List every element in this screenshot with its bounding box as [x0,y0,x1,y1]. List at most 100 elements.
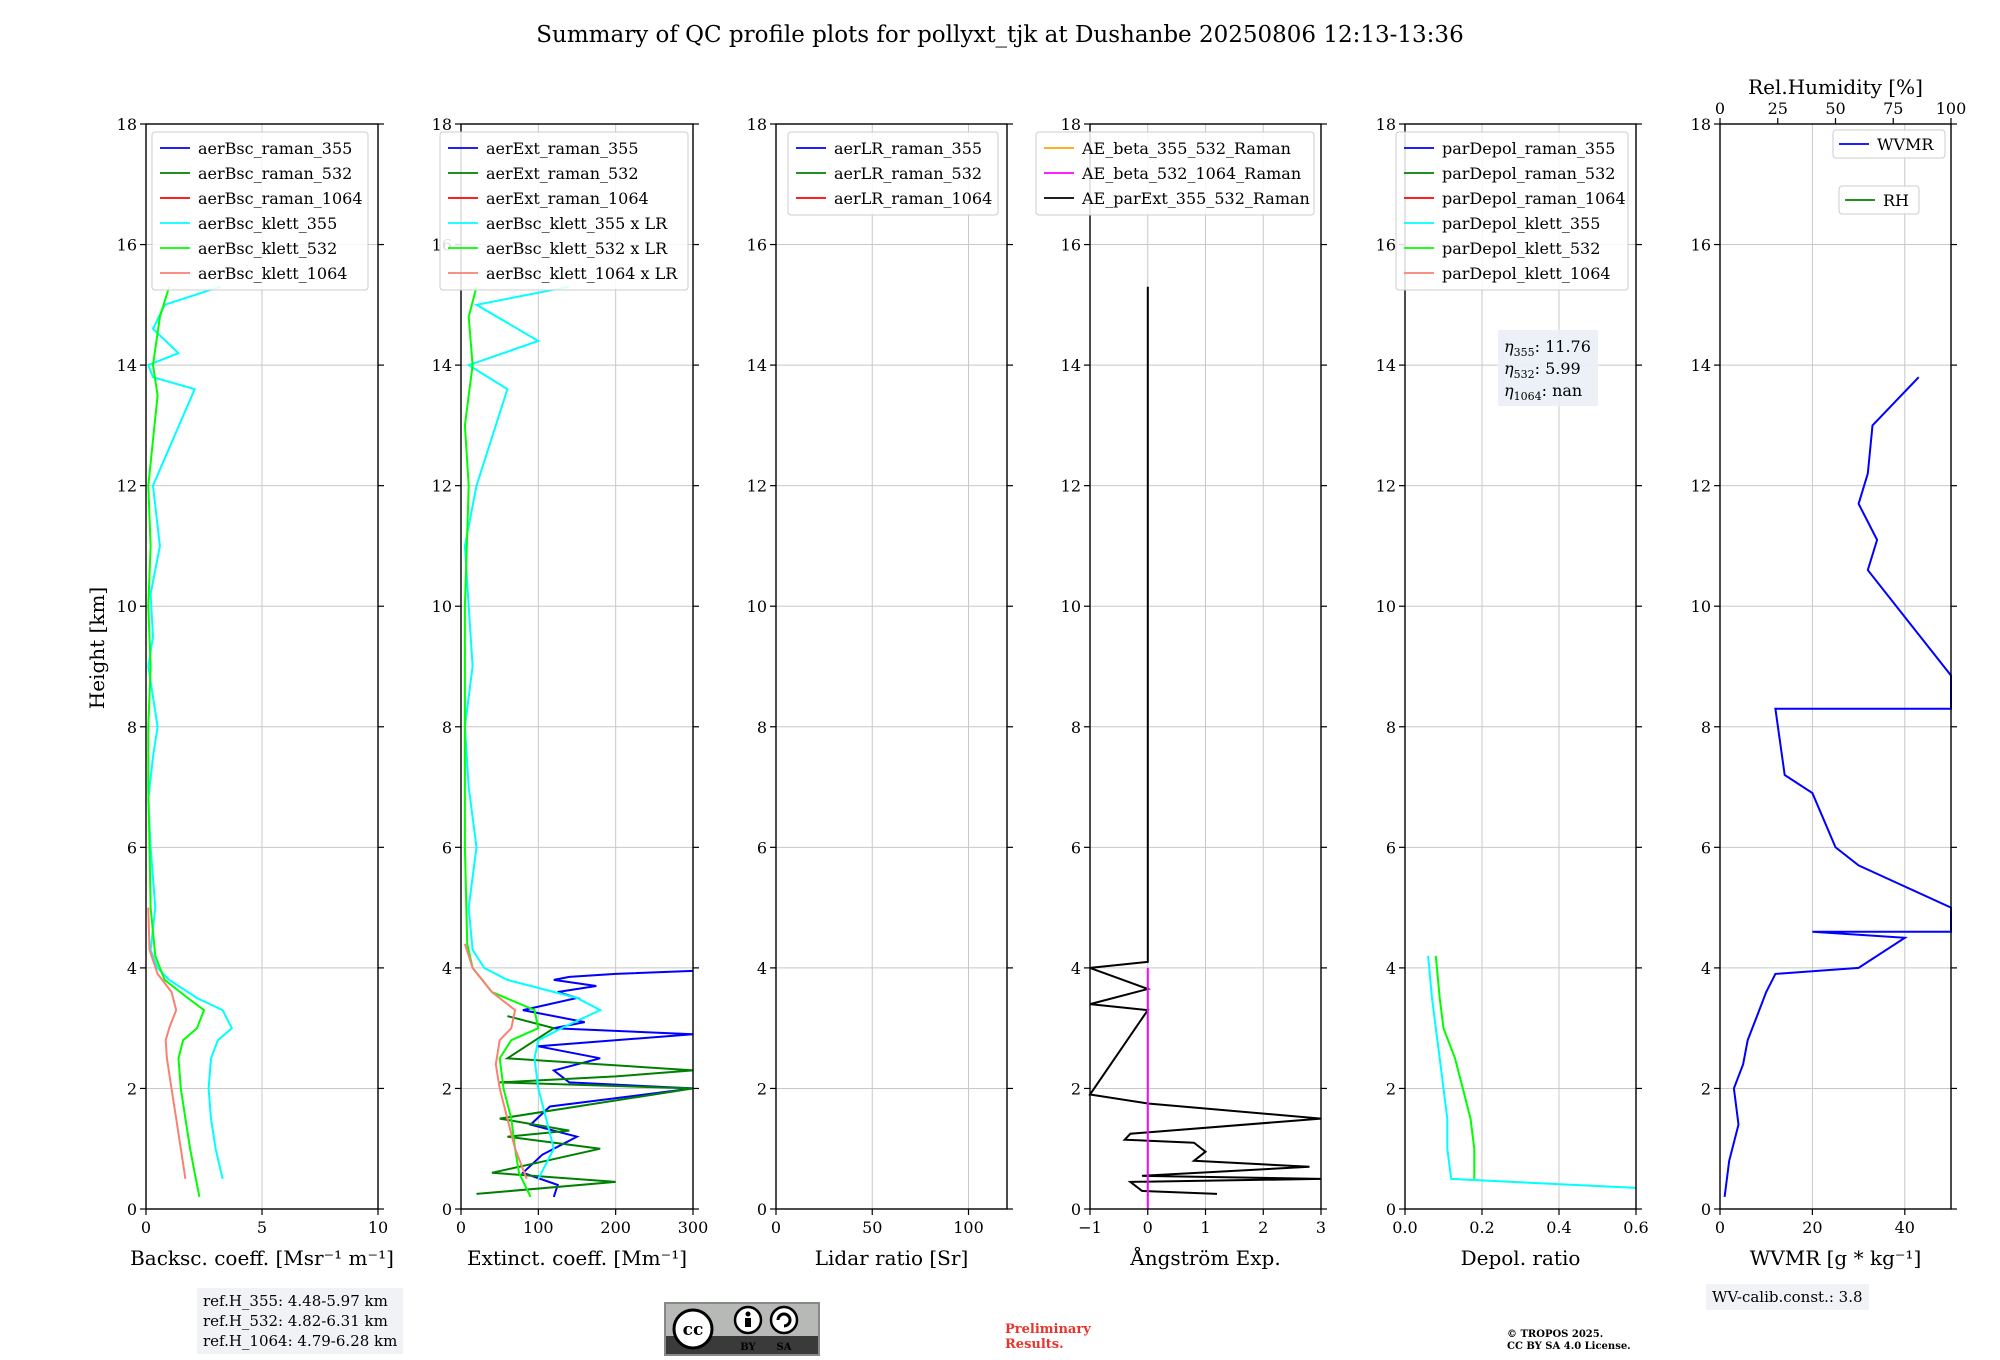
y-tick-label: 0 [1386,1200,1396,1219]
legend-item-aerbsc-klett-1064: aerBsc_klett_1064 [198,264,347,283]
y-tick-label: 16 [747,236,767,255]
y-tick-label: 10 [747,597,767,616]
x-tick-label: 2 [1258,1218,1268,1237]
y-tick-label: 18 [432,115,452,134]
x-tick-label: 0 [1715,1218,1725,1237]
y-tick-label: 14 [1061,356,1081,375]
plot-frame [1719,123,1952,1210]
top-x-tick-label: 0 [1715,99,1725,118]
y-tick-label: 10 [1376,597,1396,616]
top-x-tick-label: 25 [1768,99,1788,118]
y-tick-label: 18 [1376,115,1396,134]
x-tick-label: 5 [257,1218,267,1237]
legend-box [1832,129,1946,159]
series-aerbsc-klett-1064-x-lr [463,943,528,1180]
y-tick-label: 6 [1071,838,1081,857]
legend-item-wvmr: WVMR [1877,135,1934,154]
y-tick-label: 8 [127,718,137,737]
preliminary-line-1: Preliminary [1005,1322,1091,1337]
y-tick-label: 4 [1386,959,1396,978]
x-axis-label: Lidar ratio [Sr] [815,1246,969,1270]
x-axis-label: Ångström Exp. [1129,1245,1280,1270]
copyright-note: © TROPOS 2025. CC BY SA 4.0 License. [1507,1329,1631,1353]
series-aerbsc-klett-355 [147,285,234,1180]
y-tick-label: 16 [117,236,137,255]
y-tick-label: 10 [117,597,137,616]
reference-height-box: ref.H_355: 4.48-5.97 km ref.H_532: 4.82-… [197,1288,404,1354]
panel-backscatter: 0 2 4 6 8 10 12 14 16 18 0 5 10 Backsc. coeff. [Msr⁻¹… [117,115,394,1270]
x-tick-label: 0 [771,1218,781,1237]
y-tick-label: 2 [1701,1079,1711,1098]
legend-box [787,131,999,216]
preliminary-line-2: Results. [1005,1337,1064,1352]
y-tick-label: 0 [1071,1200,1081,1219]
y-tick-label: 14 [1376,356,1396,375]
x-axis-label: Backsc. coeff. [Msr⁻¹ m⁻¹] [130,1246,394,1270]
legend-box [1035,131,1315,216]
y-tick-label: 2 [1071,1079,1081,1098]
cc-sa-label: SA [777,1342,792,1353]
top-x-tick-label: 75 [1883,99,1903,118]
legend-item-aerlr-raman-355: aerLR_raman_355 [834,139,982,158]
legend-item-pardepol-raman-532: parDepol_raman_532 [1442,164,1615,183]
panel-extinction: 0246810121416180100200300Extinct. coeff.… [432,115,709,1270]
legend-item-ae-beta-532-1064-raman: AE_beta_532_1064_Raman [1081,164,1301,183]
series-ae-parext-355-532-raman [1088,286,1322,1195]
legend-item-ae-parext-355-532-raman: AE_parExt_355_532_Raman [1081,189,1310,208]
legend-item-aerbsc-raman-355: aerBsc_raman_355 [198,139,352,158]
eta-annotation-box [1498,330,1598,406]
series-aerbsc-klett-1064 [147,907,187,1180]
eta-value-355: 11.76 [1545,337,1591,356]
x-tick-label: 1 [1200,1218,1210,1237]
ref-height-532: ref.H_532: 4.82-6.31 km [203,1312,388,1330]
legend-item-pardepol-klett-1064: parDepol_klett_1064 [1442,264,1611,283]
legend-item-pardepol-klett-532: parDepol_klett_532 [1442,239,1600,258]
y-tick-label: 6 [127,838,137,857]
x-tick-label: 3 [1316,1218,1326,1237]
y-tick-label: 14 [747,356,767,375]
y-tick-label: 12 [1061,477,1081,496]
y-tick-label: 12 [1376,477,1396,496]
x-tick-label: −1 [1078,1218,1102,1237]
y-tick-label: 4 [1701,959,1711,978]
top-x-tick-label: 100 [1936,99,1967,118]
cc-by-label: BY [740,1342,756,1353]
y-tick-label: 16 [1061,236,1081,255]
legend-item-aerbsc-klett-355-x-lr: aerBsc_klett_355 x LR [486,214,668,233]
y-tick-label: 16 [1376,236,1396,255]
y-tick-label: 12 [117,477,137,496]
y-tick-label: 12 [1691,477,1711,496]
y-tick-label: 6 [757,838,767,857]
y-tick-label: 8 [757,718,767,737]
legend-item-aerlr-raman-532: aerLR_raman_532 [834,164,982,183]
y-tick-label: 8 [1701,718,1711,737]
eta-value-1064: nan [1552,381,1582,400]
height-axis-label: Height [km] [85,587,109,709]
ref-height-1064: ref.H_1064: 4.79-6.28 km [203,1332,398,1350]
series-wvmr [1723,376,1952,1198]
legend-box [1838,185,1920,215]
y-tick-label: 10 [1061,597,1081,616]
y-tick-label: 8 [1386,718,1396,737]
eta-355: η355: 11.76 [1504,337,1591,359]
legend-item-pardepol-klett-355: parDepol_klett_355 [1442,214,1600,233]
y-tick-label: 18 [117,115,137,134]
legend-box [1395,131,1629,291]
wv-calibration-box: WV-calib.const.: 3.8 [1706,1284,1869,1310]
legend-item-pardepol-raman-1064: parDepol_raman_1064 [1442,189,1626,208]
y-tick-label: 0 [127,1200,137,1219]
top-axis-label: Rel.Humidity [%] [1748,75,1923,99]
y-tick-label: 2 [442,1079,452,1098]
y-tick-label: 6 [442,838,452,857]
eta-value-532: 5.99 [1545,359,1581,378]
series-aerbsc-klett-355-x-lr [463,285,603,1180]
series-aerext-raman-355 [521,969,694,1198]
y-tick-label: 6 [1701,838,1711,857]
y-tick-label: 18 [1691,115,1711,134]
plot-frame [460,123,694,1210]
x-axis-label: WVMR [g * kg⁻¹] [1750,1246,1922,1270]
legend-item-aerext-raman-355: aerExt_raman_355 [486,139,639,158]
